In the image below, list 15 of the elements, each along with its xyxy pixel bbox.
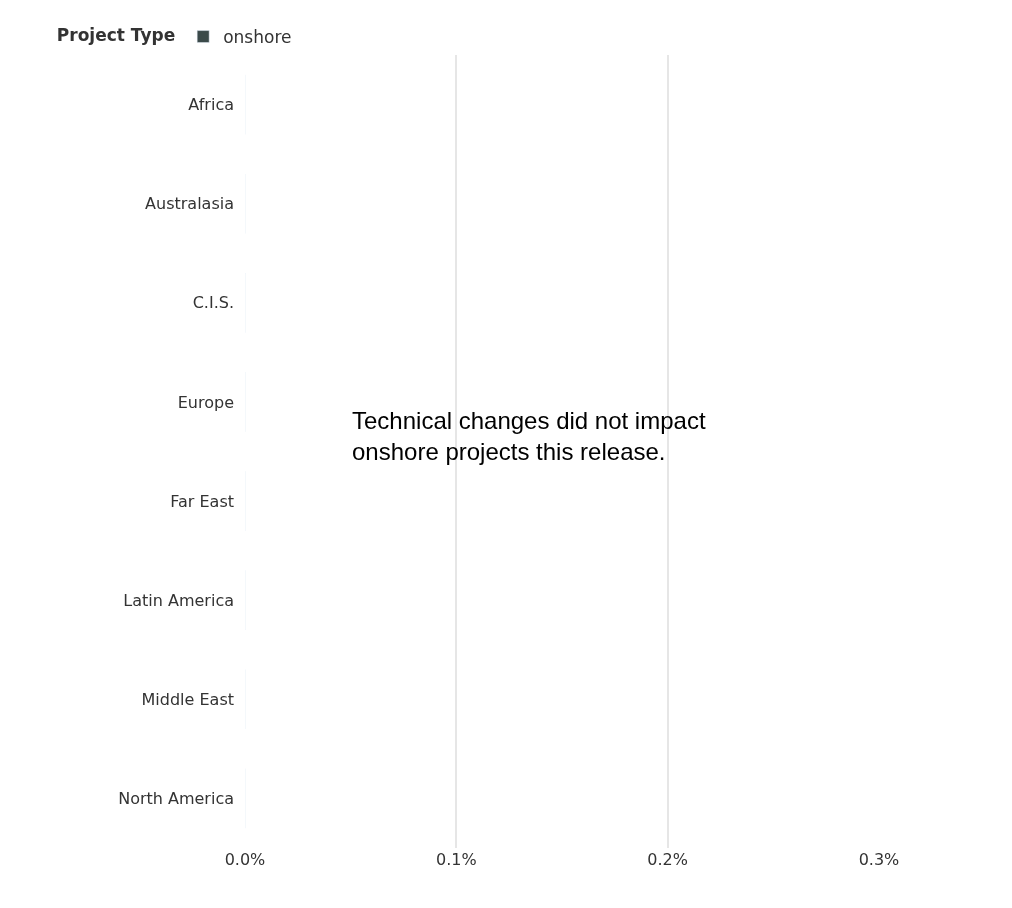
x-tick-label: 0.3% — [858, 850, 900, 869]
annotation: Technical changes did not impact onshore projects this release. — [352, 407, 706, 466]
y-tick-label: Middle East — [141, 689, 234, 709]
x-tick-label: 0.2% — [647, 850, 688, 869]
y-tick-label: C.I.S. — [192, 293, 234, 313]
legend-label: onshore — [223, 27, 292, 48]
y-tick-label: Africa — [188, 95, 234, 115]
y-tick-label: Europe — [177, 392, 234, 412]
y-tick-label: Australasia — [145, 194, 234, 214]
y-tick-label: North America — [118, 789, 234, 809]
x-tick-label: 0.0% — [224, 850, 266, 869]
legend-title: Project Type — [56, 25, 176, 46]
y-tick-label: Latin America — [123, 590, 234, 610]
x-tick-label: 0.1% — [436, 850, 477, 869]
y-tick-label: Far East — [170, 491, 234, 511]
